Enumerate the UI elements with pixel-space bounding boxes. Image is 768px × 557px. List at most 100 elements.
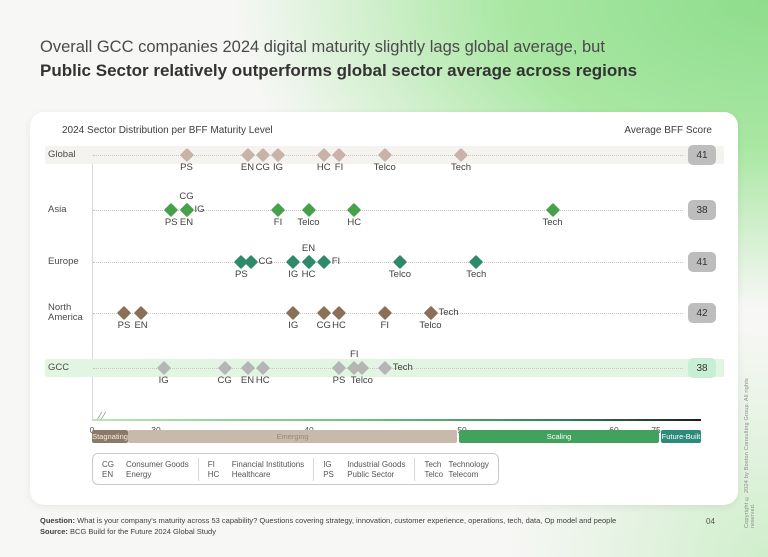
legend-name: Healthcare	[231, 469, 271, 479]
data-point-diamond	[469, 254, 484, 270]
sector-label: CG	[258, 256, 273, 267]
data-point-diamond	[377, 305, 392, 321]
copyright-notice: Copyright © 2024 by Boston Consulting Gr…	[744, 378, 756, 528]
legend-name: Public Sector	[347, 469, 395, 479]
sector-label: HC	[301, 269, 316, 280]
legend-item: CG Consumer Goods	[102, 460, 189, 469]
score-badge: 42	[688, 303, 716, 323]
data-point-diamond	[545, 202, 560, 218]
sector-label: PS	[332, 375, 346, 386]
title-line-1: Overall GCC companies 2024 digital matur…	[40, 38, 605, 56]
legend-item: IG Industrial Goods	[323, 460, 405, 469]
chart-card: 2024 Sector Distribution per BFF Maturit…	[30, 112, 738, 505]
legend-abbr: PS	[323, 469, 334, 479]
score-badge: 41	[688, 252, 716, 272]
question-text: What is your company's maturity across 5…	[77, 516, 617, 525]
data-point-diamond	[116, 305, 132, 321]
plot-area: // CG Consumer Goods EN Energy FI Financial I…	[30, 112, 738, 505]
sector-label: IG	[272, 162, 284, 173]
data-point-diamond	[316, 254, 331, 270]
sector-label: EN	[134, 320, 148, 331]
data-point-diamond	[286, 305, 301, 321]
sector-label: IG	[288, 269, 299, 280]
sector-label: PS	[117, 320, 131, 331]
sector-label: Telco	[350, 375, 373, 386]
legend-abbr: EN	[102, 469, 114, 479]
legend-name: Financial Institutions	[231, 459, 305, 469]
legend-name: Technology	[448, 459, 489, 469]
score-badge: 38	[688, 200, 716, 220]
x-axis-line	[92, 419, 701, 421]
legend-item: HC Healthcare	[208, 470, 304, 479]
y-axis-line	[92, 146, 93, 420]
legend-abbr: CG	[102, 459, 114, 469]
sector-label: Telco	[373, 162, 396, 173]
data-point-diamond	[179, 202, 194, 218]
legend-column: FI Financial Institutions HC Healthcare	[197, 457, 313, 481]
maturity-band: Stagnating	[92, 430, 128, 443]
data-point-diamond	[392, 254, 408, 270]
data-point-diamond	[316, 305, 331, 321]
sector-label: CG	[217, 375, 232, 386]
score-column-header: Average BFF Score	[624, 125, 712, 136]
data-point-diamond	[133, 305, 149, 321]
sector-label: FI	[380, 320, 389, 331]
legend-column: Tech Technology Telco Telecom	[414, 457, 497, 481]
legend-abbr: Tech	[424, 459, 442, 469]
question-line: Question: What is your company's maturit…	[40, 515, 616, 526]
score-badge: 38	[688, 358, 716, 378]
sector-label: Telco	[388, 269, 412, 280]
sector-label: IG	[288, 320, 299, 331]
legend-name: Consumer Goods	[126, 459, 189, 469]
region-row-label: North America	[48, 301, 83, 323]
region-row-label: Asia	[48, 203, 67, 215]
row-leader-line	[93, 210, 683, 211]
data-point-diamond	[164, 202, 179, 218]
sector-legend: CG Consumer Goods EN Energy FI Financial Inst…	[92, 453, 499, 485]
legend-item: FI Financial Institutions	[208, 460, 304, 469]
region-row-label: GCC	[48, 361, 70, 373]
legend-item: PS Public Sector	[323, 470, 405, 479]
data-point-diamond	[423, 305, 438, 321]
data-point-diamond	[286, 254, 301, 270]
sector-label: Tech	[466, 269, 487, 280]
row-leader-line	[93, 262, 683, 263]
data-point-diamond	[347, 202, 362, 218]
sector-label: FI	[273, 217, 283, 228]
sector-label: Tech	[542, 217, 563, 228]
legend-abbr: Telco	[424, 469, 444, 479]
maturity-band: Emerging	[128, 430, 457, 443]
sector-label: IG	[194, 204, 205, 215]
sector-label: FI	[350, 349, 359, 360]
data-point-diamond	[301, 254, 316, 270]
sector-label: CG	[179, 191, 194, 202]
source-text: BCG Build for the Future 2024 Global Stu…	[70, 527, 216, 537]
legend-name: Energy	[126, 469, 152, 479]
sector-label: HC	[316, 162, 331, 173]
legend-column: CG Consumer Goods EN Energy	[93, 458, 198, 481]
legend-item: EN Energy	[102, 470, 189, 479]
legend-name: Telecom	[448, 469, 479, 479]
sector-label: Tech	[392, 362, 413, 373]
sector-label: EN	[301, 243, 316, 254]
sector-label: IG	[158, 375, 169, 386]
legend-name: Industrial Goods	[347, 459, 406, 469]
sector-label: Tech	[450, 162, 472, 173]
source-line: Source: BCG Build for the Future 2024 Gl…	[40, 526, 616, 537]
data-point-diamond	[243, 254, 258, 270]
sector-label: EN	[179, 217, 194, 228]
maturity-band: Future-Built	[661, 430, 701, 443]
sector-label: EN	[240, 375, 255, 386]
axis-tick: 0	[82, 425, 102, 435]
question-label: Question:	[40, 516, 75, 525]
sector-label: PS	[164, 217, 178, 228]
sector-label: HC	[255, 375, 270, 386]
sector-label: HC	[332, 320, 346, 331]
data-point-diamond	[301, 202, 316, 218]
sector-label: EN	[240, 162, 255, 173]
chart-title: 2024 Sector Distribution per BFF Maturit…	[62, 125, 273, 136]
slide-title: Overall GCC companies 2024 digital matur…	[40, 36, 637, 82]
sector-label: HC	[347, 217, 362, 228]
sector-label: Telco	[419, 320, 442, 331]
